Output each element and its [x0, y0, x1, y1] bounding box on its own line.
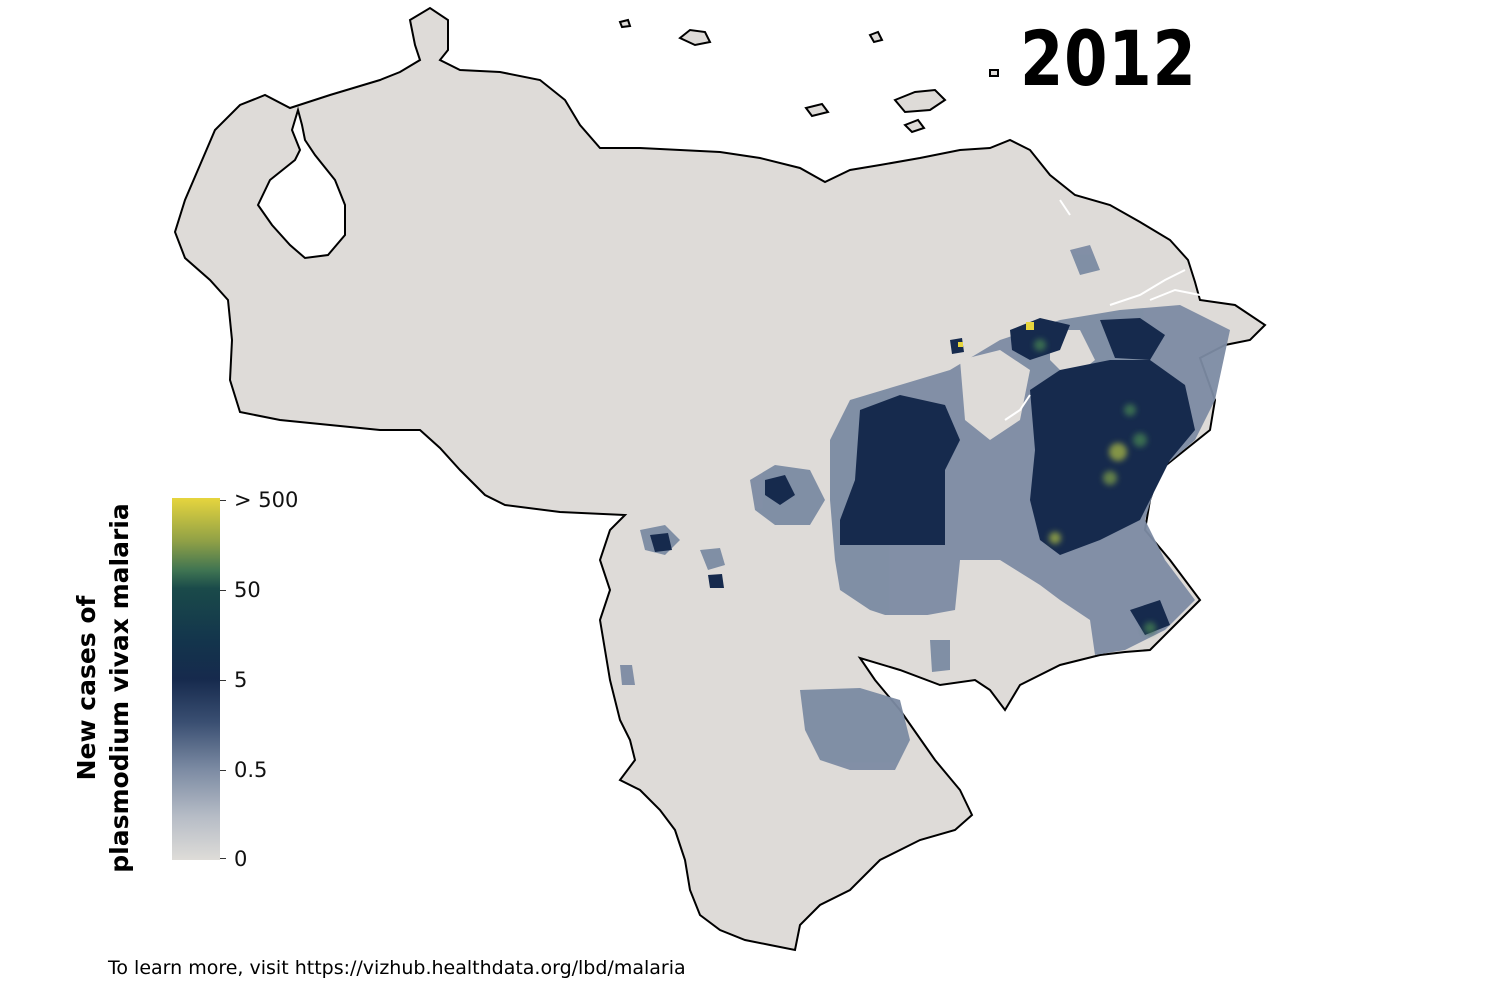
legend-value-max: > 500: [234, 488, 299, 512]
incidence-medium: [650, 318, 1195, 635]
legend-colorbar: [172, 498, 220, 860]
year-label: 2012: [1020, 14, 1197, 103]
lake-maracaibo: [256, 106, 346, 260]
legend-tick: [220, 500, 226, 501]
incidence-peak: [958, 322, 1034, 347]
legend-tick: [220, 858, 226, 859]
country-outline: [173, 6, 1267, 952]
legend-tick: [220, 680, 226, 681]
legend-title-line2: plasmodium vivax malaria: [105, 503, 134, 873]
legend-value-0: 0: [234, 847, 248, 871]
legend-value-0-5: 0.5: [234, 758, 268, 782]
legend-value-50: 50: [234, 578, 261, 602]
islands: [618, 18, 999, 134]
footer-note: To learn more, visit https://vizhub.heal…: [108, 957, 686, 979]
incidence-high: [1034, 339, 1156, 634]
legend-title: New cases of plasmodium vivax malaria: [70, 498, 136, 878]
legend-title-line1: New cases of: [72, 595, 101, 781]
legend-value-5: 5: [234, 668, 248, 692]
rivers: [1004, 199, 1201, 421]
legend-tick: [220, 770, 226, 771]
legend-tick: [220, 590, 226, 591]
